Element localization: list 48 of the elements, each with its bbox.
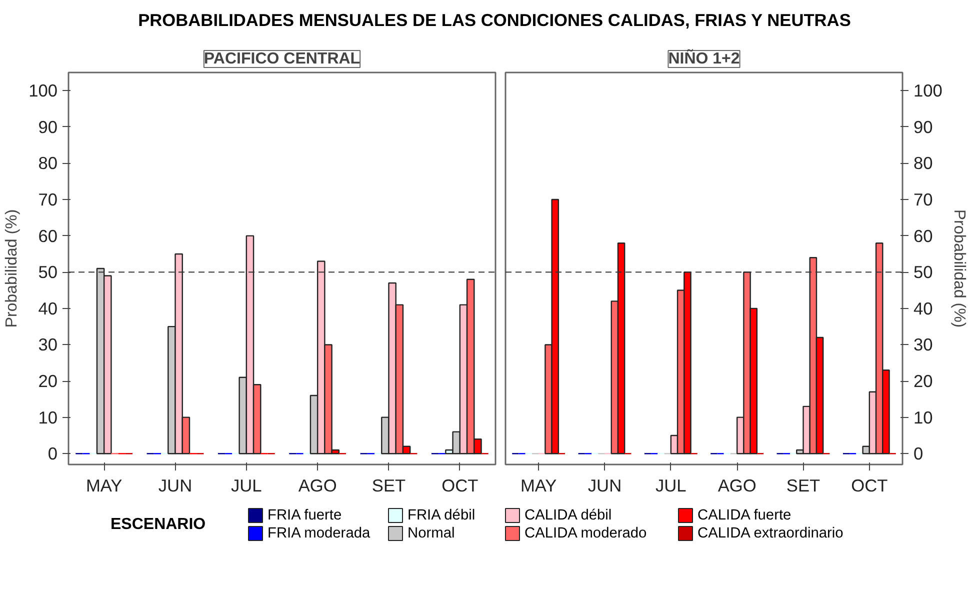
y-tick-label: 0 [48, 444, 58, 464]
y-tick-label: 80 [914, 153, 933, 174]
x-tick-label: AGO [298, 476, 337, 496]
y-tick-label: 100 [914, 80, 942, 101]
y-tick-label: 10 [914, 407, 933, 428]
legend-label: CALIDA moderado [524, 526, 647, 542]
x-tick-label: SET [786, 476, 821, 496]
y-tick-label: 70 [914, 190, 933, 210]
y-tick-label: 60 [914, 226, 933, 246]
y-tick-label: 40 [38, 298, 58, 318]
y-tick-label: 90 [914, 116, 933, 137]
legend-label: CALIDA débil [524, 508, 612, 524]
legend-label: FRIA moderada [268, 526, 371, 542]
y-tick-label: 20 [38, 371, 58, 392]
x-tick-label: OCT [851, 476, 888, 496]
text: PROBABILIDADES MENSUALES DE LAS CONDICIONES CALIDAS, FRIAS Y NEUTRAS [138, 9, 851, 32]
y-tick-label: 10 [38, 407, 58, 428]
x-tick-label: JUL [656, 476, 687, 496]
y-tick-label: 50 [914, 262, 933, 282]
x-tick-label: JUN [588, 476, 622, 496]
y-axis-title: Probabilidad (%) [4, 209, 21, 328]
y-axis-title: Probabilidad (%) [950, 209, 968, 328]
y-tick-label: 70 [38, 190, 58, 210]
y-tick-label: 60 [38, 226, 58, 246]
x-tick-label: SET [372, 476, 406, 496]
legend-label: CALIDA extraordinario [698, 526, 844, 542]
x-tick-label: MAY [520, 476, 558, 496]
x-tick-label: JUN [158, 476, 192, 496]
x-tick-label: AGO [718, 476, 756, 496]
x-tick-label: OCT [442, 476, 479, 496]
y-tick-label: 90 [38, 116, 58, 137]
y-tick-label: 80 [38, 153, 58, 174]
x-tick-label: JUL [231, 476, 262, 496]
chart-title: NIÑO 1+2 [668, 48, 740, 68]
legend-label: CALIDA fuerte [698, 508, 792, 524]
y-tick-label: 30 [38, 334, 58, 355]
legend-title: ESCENARIO [110, 516, 206, 533]
y-tick-label: 0 [914, 444, 924, 464]
x-tick-label: MAY [86, 476, 123, 496]
y-tick-label: 30 [914, 334, 933, 355]
chart-title: PACIFICO CENTRAL [204, 50, 360, 68]
legend-label: Normal [408, 526, 455, 542]
legend-label: FRIA débil [408, 508, 476, 524]
y-tick-label: 40 [914, 298, 933, 318]
y-tick-label: 20 [914, 371, 933, 392]
legend-label: FRIA fuerte [268, 508, 342, 524]
y-tick-label: 100 [28, 80, 58, 101]
y-tick-label: 50 [38, 262, 58, 282]
